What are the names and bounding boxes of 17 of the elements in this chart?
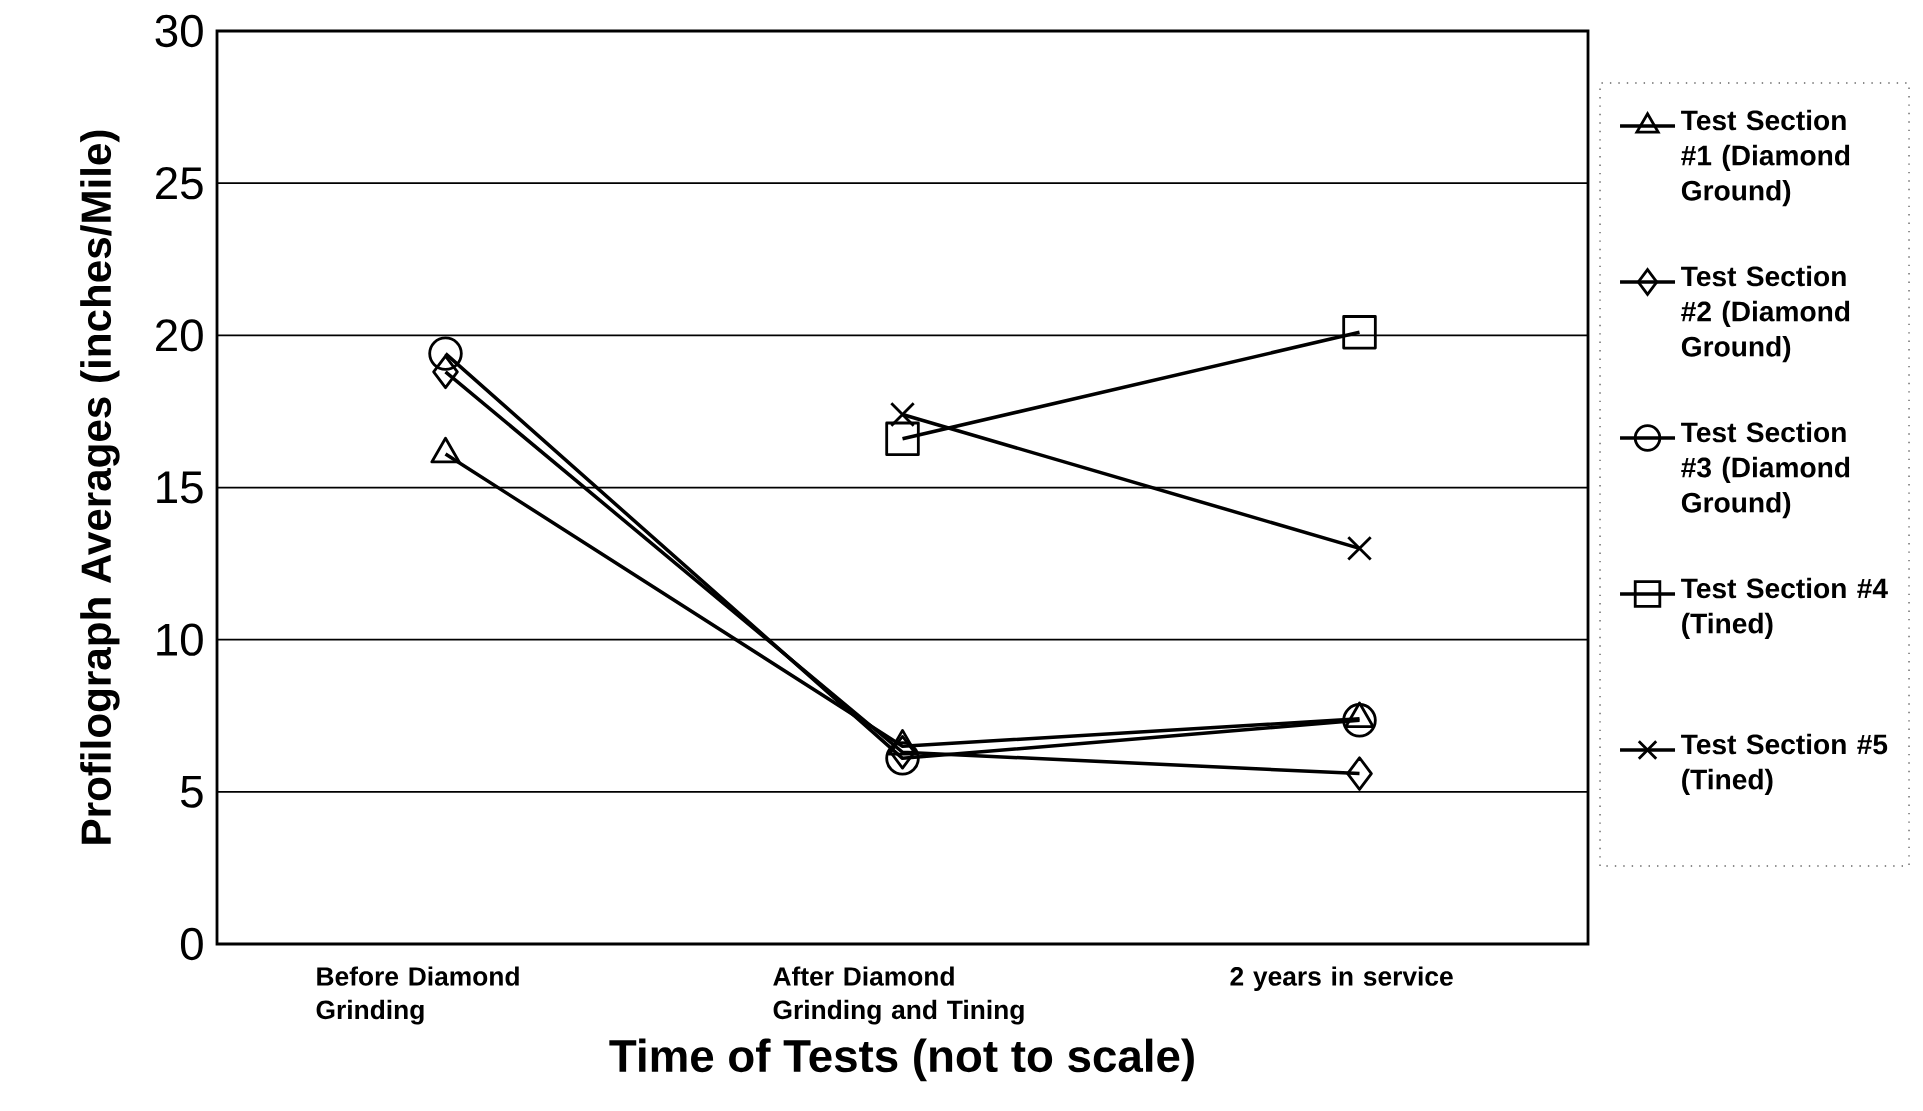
y-tick-label: 10 — [157, 623, 203, 656]
x-tick-label: 2 years in service — [1230, 966, 1453, 991]
x-axis-title: Time of Tests (not to scale) — [609, 1038, 1194, 1082]
legend-label: Test Section #3 (Diamond Ground) — [1681, 421, 1850, 519]
legend-label: Test Section #2 (Diamond Ground) — [1681, 265, 1850, 363]
legend-label: Test Section #4 (Tined) — [1681, 577, 1888, 640]
y-tick-label: 0 — [180, 927, 203, 961]
x-tick-label: After Diamond Grinding and Tining — [773, 966, 1024, 1025]
y-axis-title: Profilograph Averages (inches/Mile) — [80, 130, 120, 844]
y-tick-label: 30 — [155, 14, 203, 48]
y-tick-label: 5 — [181, 775, 203, 808]
legend-label: Test Section #5 (Tined) — [1681, 733, 1888, 796]
y-tick-label: 20 — [156, 319, 203, 352]
y-tick-label: 15 — [157, 471, 203, 504]
y-tick-label: 25 — [156, 166, 203, 200]
x-tick-label: Before Diamond Grinding — [316, 966, 519, 1025]
legend-label: Test Section #1 (Diamond Ground) — [1681, 109, 1850, 207]
